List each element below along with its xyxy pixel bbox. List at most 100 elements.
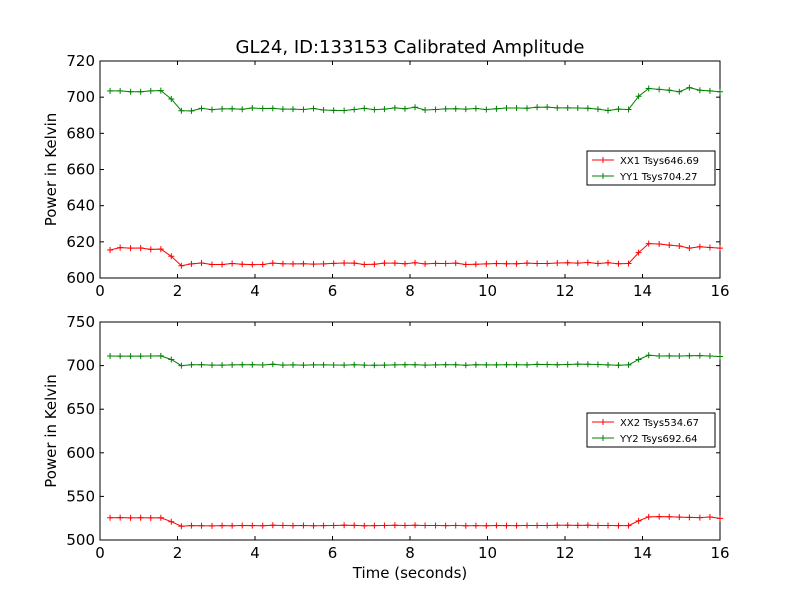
data-point [198, 522, 205, 529]
data-point [493, 105, 500, 112]
data-point [544, 361, 551, 368]
legend-label: YY1 Tsys704.27 [619, 172, 698, 183]
data-point [524, 522, 531, 529]
y-tick-label: 640 [66, 197, 95, 215]
data-point [300, 362, 307, 369]
data-point [594, 260, 601, 267]
data-point [259, 361, 266, 368]
data-point [229, 105, 236, 112]
data-point [320, 260, 327, 267]
data-point [442, 105, 449, 112]
data-point [452, 522, 459, 529]
data-point [544, 522, 551, 529]
legend-marker [600, 157, 606, 163]
x-tick-label: 4 [250, 282, 260, 300]
data-point [381, 106, 388, 113]
data-point [584, 522, 591, 529]
data-point [279, 106, 286, 113]
data-point [219, 261, 226, 268]
data-point [127, 353, 134, 360]
legend-marker [600, 419, 606, 425]
data-point [584, 105, 591, 112]
data-point [605, 361, 612, 368]
data-point [676, 514, 683, 521]
data-point [706, 87, 713, 94]
data-point [310, 522, 317, 529]
data-point [300, 260, 307, 267]
data-point [686, 84, 693, 91]
data-point [391, 260, 398, 267]
data-point [717, 88, 723, 95]
data-point [239, 261, 246, 268]
data-point [574, 260, 581, 267]
data-point [198, 259, 205, 266]
data-point [289, 522, 296, 529]
data-point [137, 88, 144, 95]
data-point [229, 361, 236, 368]
y-tick-label: 700 [66, 88, 95, 106]
top-subplot: 0 2 4 6 8 10 12 14 16 600 620 640 660 680 700 720 Power … [42, 52, 730, 300]
data-point [107, 353, 114, 360]
x-tick-label: 0 [95, 544, 105, 562]
data-point [198, 105, 205, 112]
data-point [310, 261, 317, 268]
y-tick-label: 620 [66, 233, 95, 251]
data-point [341, 259, 348, 266]
data-point [503, 522, 510, 529]
data-point [432, 260, 439, 267]
data-point [605, 259, 612, 266]
data-point [117, 514, 124, 521]
data-point [574, 361, 581, 368]
data-point [554, 259, 561, 266]
data-point [249, 105, 256, 112]
data-point [310, 105, 317, 112]
data-point [483, 106, 490, 113]
data-point [279, 362, 286, 369]
data-point [117, 353, 124, 360]
data-point [330, 107, 337, 114]
data-point [269, 260, 276, 267]
data-point [391, 104, 398, 111]
data-point [615, 260, 622, 267]
data-point [249, 361, 256, 368]
data-point [381, 362, 388, 369]
data-point [219, 105, 226, 112]
data-point [422, 107, 429, 114]
data-point [361, 362, 368, 369]
data-point [412, 259, 419, 266]
data-point [147, 514, 154, 521]
data-point [157, 87, 164, 94]
data-point [645, 352, 652, 359]
legend-label: YY2 Tsys692.64 [619, 434, 698, 445]
data-point [452, 260, 459, 267]
legend-marker [600, 435, 606, 441]
data-point [686, 352, 693, 359]
data-point [503, 361, 510, 368]
data-point [219, 522, 226, 529]
data-point [472, 361, 479, 368]
data-point [696, 352, 703, 359]
data-point [513, 522, 520, 529]
x-tick-label: 12 [555, 282, 574, 300]
data-point [208, 106, 215, 113]
data-point [351, 361, 358, 368]
data-point [594, 106, 601, 113]
data-point [330, 522, 337, 529]
data-point [503, 260, 510, 267]
data-point [635, 356, 642, 363]
data-point [513, 260, 520, 267]
data-point [645, 240, 652, 247]
data-point [107, 514, 114, 521]
data-point [696, 514, 703, 521]
data-point [574, 105, 581, 112]
data-point [554, 361, 561, 368]
x-tick-label: 4 [250, 544, 260, 562]
data-point [554, 104, 561, 111]
data-point [544, 104, 551, 111]
data-point [656, 86, 663, 93]
data-point [289, 260, 296, 267]
data-point [188, 361, 195, 368]
data-point [178, 523, 185, 530]
data-point [564, 361, 571, 368]
